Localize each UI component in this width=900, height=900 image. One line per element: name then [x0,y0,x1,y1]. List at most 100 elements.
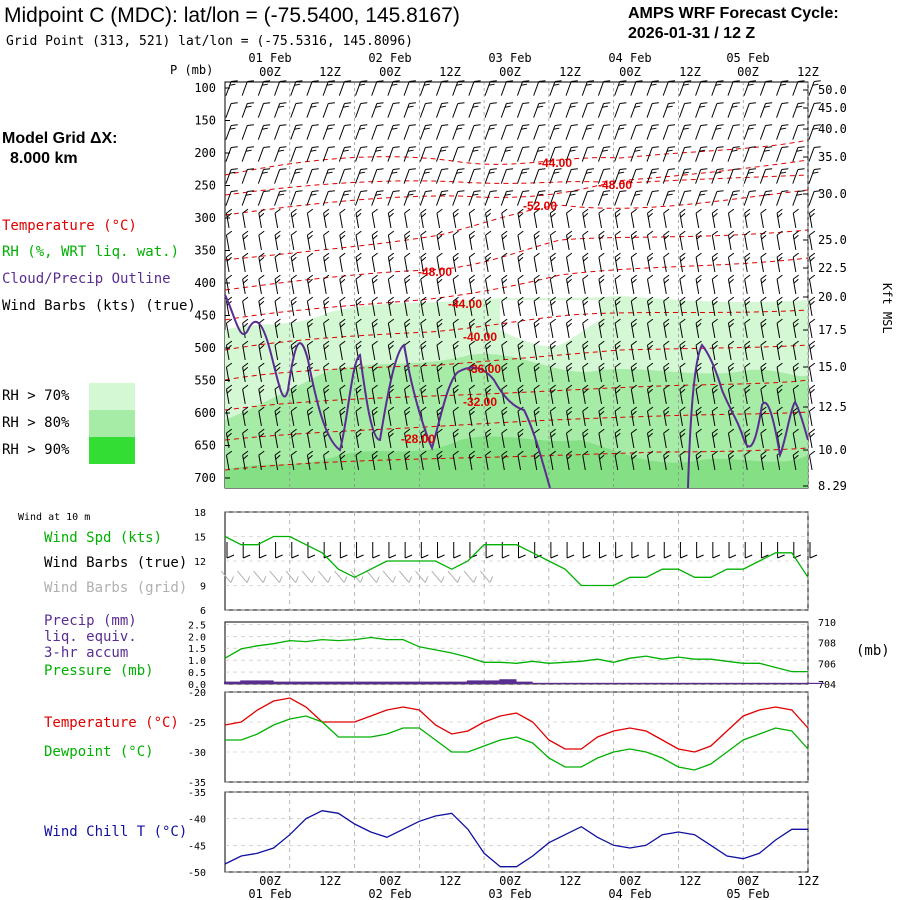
barb-staff [516,81,524,96]
barb-flag [262,576,267,583]
barb-staff [760,389,764,404]
barb-flag [307,208,314,214]
height-tick-label: 40.0 [818,122,847,136]
wind-barb [242,362,249,382]
barb-flag [728,274,735,280]
wind10m-barb [372,542,380,559]
barb-flag [501,384,508,390]
barb-staff [647,257,651,272]
barb-flag [663,252,670,258]
barb-flag [420,450,427,456]
barb-flag [279,80,287,83]
wind-barb [630,384,637,404]
wind-barb [582,252,589,272]
barb-flag [652,124,659,127]
wind-barb [355,428,362,448]
barb-flag [700,168,708,171]
wind-barb [322,102,335,118]
barb-flag [696,234,702,240]
barb-flag [728,322,734,328]
barb-staff [452,81,459,96]
wind10m-barb [777,542,785,559]
top-date-label: 05 Feb [726,51,769,65]
wind-barb [582,296,589,316]
barb-flag [744,274,751,280]
barb-staff [225,367,230,382]
barb-flag [355,296,362,302]
barb-staff [533,125,540,140]
barb-flag [407,193,414,196]
barb-flag [472,105,479,108]
barb-flag [598,208,605,214]
barb-flag [502,454,508,460]
barb-flag [392,80,400,83]
wind-barb [242,274,249,294]
barb-flag [263,190,271,193]
wind-barb [679,340,686,360]
barb-flag [473,80,481,83]
barb-staff [711,301,716,316]
wind-barb [371,102,384,118]
barb-flag [469,208,476,214]
barb-flag [295,576,299,583]
barb-flag [501,406,508,412]
barb-staff [760,345,764,360]
barb-flag [242,366,249,372]
wind-barb [533,168,546,184]
barb-flag [339,252,346,258]
barb-flag [404,322,411,328]
barb-flag [647,388,653,394]
wind10m-grid-barb [366,570,380,583]
barb-flag [668,102,676,105]
barb-flag [534,454,540,460]
barb-staff [225,147,232,162]
barb-staff [306,345,311,360]
wind-barb [727,428,735,448]
wind-barb [387,296,395,316]
wind-barb [387,190,400,206]
barb-flag [355,208,362,214]
barb-flag [744,208,751,214]
barb-flag [420,340,427,346]
barb-staff [225,191,232,206]
barb-flag [441,124,449,127]
wind-barb [485,384,492,404]
barb-staff [744,257,748,272]
wind-barb [581,190,595,206]
barb-staff [420,257,424,272]
barb-staff [431,570,442,583]
legend-cloud: Cloud/Precip Outline [2,271,171,287]
barb-staff [582,323,586,338]
barb-flag [359,171,366,174]
wind-barb [808,252,816,272]
barb-flag [501,428,508,434]
wind-barb [355,190,368,206]
barb-staff [419,191,426,206]
barb-staff [760,235,764,250]
wind-barb [808,124,821,140]
barb-flag [490,124,497,127]
wind-barb [711,384,718,404]
barb-staff [727,235,732,250]
wind-barb [355,252,362,272]
barb-flag [814,146,821,149]
wind-barb [452,102,465,118]
barb-staff [549,433,554,448]
wind-barb [339,208,346,228]
wind-barb [744,296,751,316]
wind-barb [759,146,773,162]
barb-staff [225,125,232,140]
barb-flag [307,322,313,328]
barb-flag [550,300,556,306]
barb-flag [614,252,621,258]
barb-flag [731,105,738,108]
wind-barb [565,80,578,96]
barb-flag [566,252,573,258]
barb-flag [307,274,314,280]
wind-barb [630,450,637,470]
barb-flag [792,384,799,390]
pressure-tick-label: 150 [194,114,216,128]
barb-flag [550,212,556,218]
barb-flag [534,554,542,559]
barb-staff [403,169,410,184]
